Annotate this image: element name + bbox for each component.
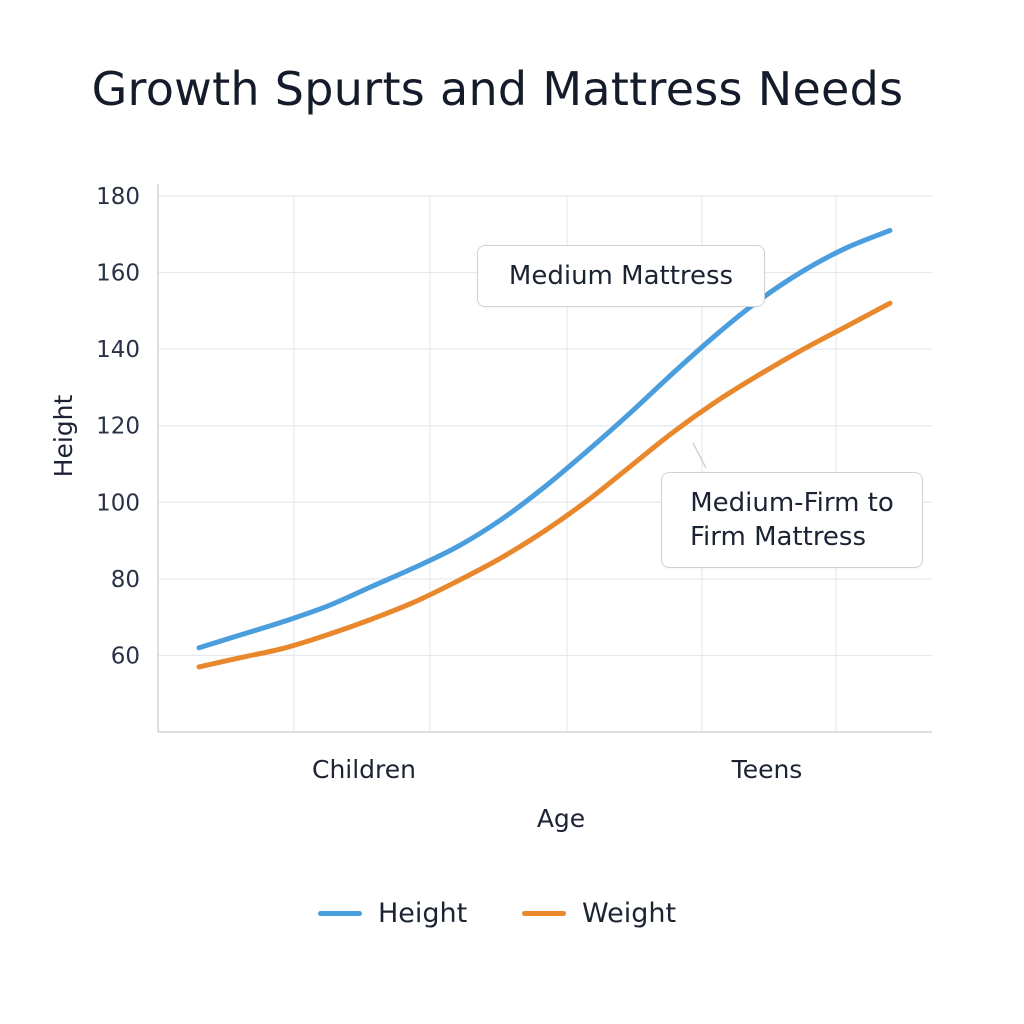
- y-tick-label-80: 80: [111, 567, 140, 593]
- annotation-pointer: [692, 442, 707, 469]
- y-tick-label-180: 180: [96, 184, 140, 210]
- x-axis-title: Age: [537, 804, 585, 833]
- annotation-firm-mattress: Medium-Firm to Firm Mattress: [661, 472, 923, 568]
- legend-label-weight: Weight: [582, 898, 677, 929]
- legend: Height Weight: [0, 898, 1024, 938]
- y-tick-label-60: 60: [111, 643, 140, 669]
- y-axis-title: Height: [49, 394, 78, 477]
- annotation-firm-line2: Firm Mattress: [689, 522, 867, 552]
- chart-title: Growth Spurts and Mattress Needs: [91, 62, 904, 116]
- legend-item-height: Height: [318, 898, 467, 929]
- annotation-firm-line1: Medium-Firm to: [690, 488, 894, 518]
- series-lines: [196, 228, 893, 670]
- legend-swatch-weight: [522, 911, 566, 916]
- series-line-height: [196, 228, 893, 651]
- legend-swatch-height: [318, 911, 362, 916]
- y-tick-label-160: 160: [96, 261, 140, 287]
- x-category-label-children: Children: [312, 755, 416, 784]
- annotation-medium-mattress: Medium Mattress: [477, 245, 765, 307]
- annotation-medium-text: Medium Mattress: [508, 261, 734, 291]
- x-category-label-teens: Teens: [731, 755, 803, 784]
- y-tick-label-140: 140: [96, 337, 140, 363]
- legend-label-height: Height: [378, 898, 468, 929]
- y-tick-labels: 60 80 100 120 140 160 180: [96, 184, 140, 669]
- legend-item-weight: Weight: [522, 898, 676, 929]
- y-tick-label-120: 120: [96, 414, 140, 440]
- series-line-weight: [196, 300, 893, 670]
- y-tick-label-100: 100: [96, 490, 140, 516]
- x-category-labels: Children Teens: [312, 755, 802, 784]
- axes: [157, 184, 932, 733]
- grid: [158, 195, 932, 732]
